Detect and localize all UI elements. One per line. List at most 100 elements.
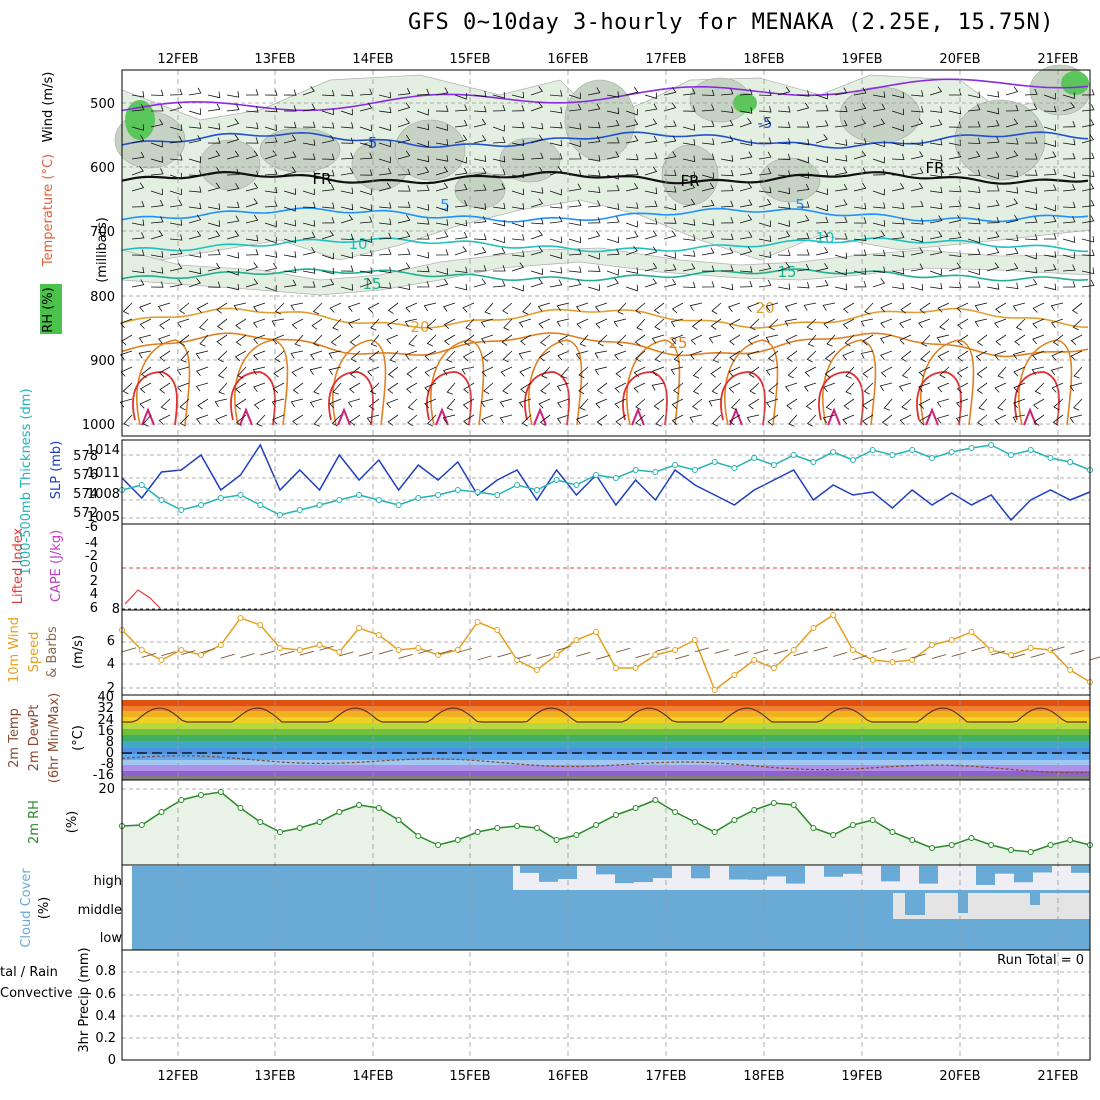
wind-barb — [994, 318, 1007, 329]
thickness-line-marker — [731, 465, 738, 471]
wind-barb — [328, 366, 342, 376]
wind-barb — [956, 302, 969, 313]
rh2m-line-marker — [632, 805, 639, 811]
wind-barb — [720, 169, 734, 177]
wind-barb — [473, 216, 487, 224]
wind-barb — [1081, 215, 1095, 224]
lifted-ylabel: Lifted Index — [11, 527, 26, 604]
wind-barb — [397, 118, 411, 128]
wind-barb — [634, 334, 646, 346]
date-label-bottom: 16FEB — [547, 1069, 588, 1084]
isotherm-25-loop — [332, 339, 387, 426]
wind-barb — [625, 86, 639, 96]
wind-barb — [587, 253, 600, 260]
wind-barb — [712, 350, 722, 363]
wind-barb — [549, 236, 562, 244]
wind10-barb — [833, 651, 848, 657]
thickness-line-marker — [751, 455, 758, 461]
wind-barb — [386, 334, 399, 345]
wind-barb — [188, 214, 202, 224]
wind-barb — [1043, 168, 1057, 176]
wind-barb — [587, 170, 601, 177]
lifted-ytick: 2 — [90, 574, 98, 589]
wind-barb — [845, 366, 855, 379]
wind-barb — [245, 214, 259, 224]
wind-barb — [824, 366, 836, 378]
wind10-barb — [161, 651, 176, 657]
wind-barb — [822, 414, 836, 424]
wind-barb — [454, 134, 468, 144]
wind-barb — [929, 268, 942, 276]
wind-barb — [663, 151, 677, 160]
wind-barb — [1073, 366, 1083, 379]
wind-barb — [549, 188, 562, 196]
cloud-mid-gap — [893, 893, 1090, 919]
wind-barb — [131, 200, 145, 208]
wind-barb — [929, 186, 943, 194]
wind-barb — [929, 106, 943, 113]
wind-barb — [321, 278, 335, 288]
wind-barb — [568, 200, 582, 208]
wind-barb — [701, 231, 715, 240]
rh2m-line-marker — [356, 802, 363, 808]
wind-barb — [663, 217, 677, 224]
wind10-barb — [675, 654, 690, 660]
wind10-barb — [694, 647, 710, 653]
wind-barb — [291, 318, 304, 330]
precip-ytick: 0 — [108, 1053, 116, 1068]
thickness-line-marker — [1027, 447, 1034, 453]
wind-barb — [340, 108, 353, 116]
wind-barb — [948, 167, 962, 176]
wind-barb — [538, 398, 551, 409]
wind-speed-line-marker — [198, 652, 204, 658]
thickness-line-marker — [336, 497, 343, 503]
wind-barb — [670, 318, 684, 328]
wind-barb — [701, 182, 715, 192]
wind-barb — [872, 202, 886, 209]
wind-barb — [150, 105, 164, 112]
wind-barb — [957, 350, 969, 362]
wind-barb — [872, 249, 886, 257]
wind-barb — [378, 91, 392, 99]
wind-barb — [492, 183, 506, 192]
wind-barb — [891, 217, 905, 225]
wind-barb — [739, 139, 753, 146]
wind-barb — [834, 283, 848, 291]
wind-barb — [777, 283, 791, 290]
wind-barb — [245, 137, 259, 144]
wind-barb — [864, 302, 874, 315]
wind-barb — [644, 230, 658, 240]
wind-barb — [815, 156, 828, 163]
cloud-high-block — [976, 866, 995, 885]
wind-barb — [652, 366, 665, 377]
wind-barb — [328, 350, 342, 359]
wind-barb — [815, 262, 829, 272]
wind10-barb — [418, 648, 433, 654]
wind-barb — [606, 184, 620, 192]
rh-high-blob — [125, 100, 155, 140]
wind-barb — [597, 334, 608, 347]
wind-barb — [291, 366, 304, 377]
wind-barb — [321, 252, 334, 260]
wind-barb — [1062, 184, 1076, 192]
wind-barb — [386, 398, 399, 409]
thickness-line-marker — [770, 462, 777, 468]
wind-barb — [796, 263, 810, 272]
wind-barb — [131, 219, 145, 226]
wind-barb — [530, 152, 544, 160]
thickness-line-marker — [198, 502, 204, 508]
wind-barb — [720, 135, 734, 144]
precip-ytick: 0.4 — [95, 1009, 116, 1024]
lifted-ytick: 4 — [90, 587, 98, 602]
wind-barb — [530, 86, 544, 96]
wind-barb — [538, 318, 551, 329]
wind-barb — [397, 88, 411, 96]
wind-barb — [226, 215, 240, 224]
wind-barb — [416, 155, 430, 163]
wind-barb — [1031, 366, 1045, 375]
wind-barb — [929, 231, 943, 240]
wind-barb — [804, 366, 817, 377]
wind-barb — [226, 150, 240, 160]
wind-barb — [986, 91, 1000, 98]
wind10-barb — [595, 654, 611, 660]
